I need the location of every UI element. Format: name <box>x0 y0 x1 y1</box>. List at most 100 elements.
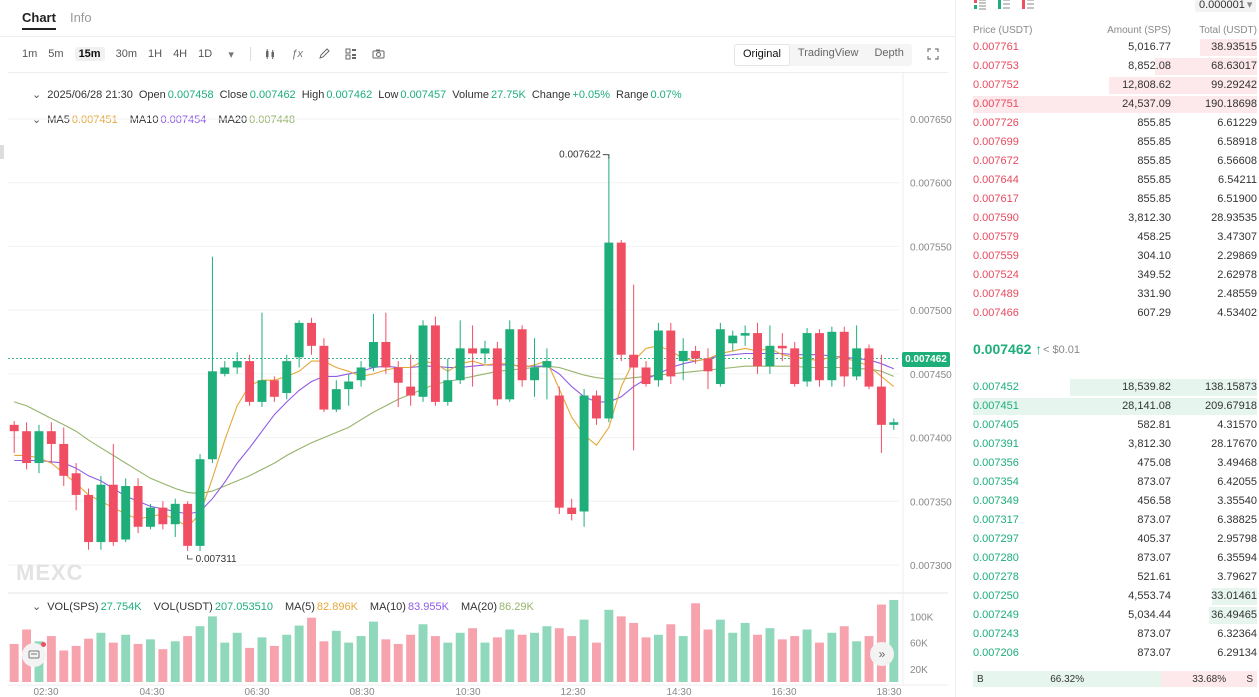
ma-collapse-icon[interactable]: ⌄ <box>32 114 42 126</box>
bid-row[interactable]: 0.007405 582.81 4.31570 <box>973 416 1257 435</box>
scroll-right-icon[interactable]: » <box>870 642 894 666</box>
timeframe-15m[interactable]: 15m <box>74 47 105 61</box>
ask-row[interactable]: 0.007559 304.10 2.29869 <box>973 247 1257 266</box>
volume-bar <box>790 636 800 682</box>
volume-axis-label: 100K <box>910 612 934 623</box>
mid-usd-value: < $0.01 <box>1043 344 1081 356</box>
layout-grid-icon[interactable] <box>343 46 359 62</box>
ask-row[interactable]: 0.007617 855.85 6.51900 <box>973 190 1257 209</box>
ask-price: 0.007644 <box>973 174 1019 186</box>
bid-row[interactable]: 0.007349 456.58 3.35540 <box>973 492 1257 511</box>
draw-pencil-icon[interactable] <box>316 46 332 62</box>
ohlc-collapse-icon[interactable]: ⌄ <box>32 89 42 101</box>
bid-row[interactable]: 0.007356 475.08 3.49468 <box>973 454 1257 473</box>
timeframe-1d[interactable]: 1D <box>198 48 213 60</box>
sell-percentage: 33.68% <box>1192 673 1227 685</box>
bid-row[interactable]: 0.007354 873.07 6.42055 <box>973 473 1257 492</box>
ohlc-change-label: Change <box>531 88 571 101</box>
bid-row[interactable]: 0.007451 28,141.08 209.67918 <box>973 397 1257 416</box>
bid-row[interactable]: 0.007280 873.07 6.35594 <box>973 549 1257 568</box>
indicator-icon[interactable]: ƒx <box>291 48 303 60</box>
mid-price: 0.007462 ↑ <box>973 341 1042 357</box>
tab-chart[interactable]: Chart <box>22 10 56 30</box>
bid-amount: 4,553.74 <box>1128 590 1171 602</box>
candle-body <box>158 507 168 525</box>
bid-amount: 582.81 <box>1137 419 1171 431</box>
precision-select[interactable]: 0.000001 ▾ <box>1195 0 1257 12</box>
volume-bar <box>839 626 849 682</box>
candle-body <box>319 345 329 410</box>
volume-bar <box>406 634 416 682</box>
timeframe-5m[interactable]: 5m <box>48 48 64 60</box>
bid-row[interactable]: 0.007250 4,553.74 33.01461 <box>973 587 1257 606</box>
vol-collapse-icon[interactable]: ⌄ <box>32 601 42 613</box>
chart-view-switch: Original TradingView Depth <box>734 44 912 66</box>
bid-price: 0.007317 <box>973 514 1019 526</box>
mode-bids-icon[interactable] <box>997 0 1011 13</box>
ask-total: 6.61229 <box>1217 117 1257 129</box>
left-scroll-handle[interactable] <box>0 145 4 159</box>
view-tradingview[interactable]: TradingView <box>797 47 859 59</box>
volume-bar <box>592 642 601 682</box>
bid-row[interactable]: 0.007317 873.07 6.38825 <box>973 511 1257 530</box>
vol-usdt-value: 207.053510 <box>214 600 273 613</box>
ask-row[interactable]: 0.007579 458.25 3.47307 <box>973 228 1257 247</box>
candle-body <box>393 367 403 383</box>
bid-row[interactable]: 0.007297 405.37 2.95798 <box>973 530 1257 549</box>
volume-bar <box>46 636 56 682</box>
ask-row[interactable]: 0.007489 331.90 2.48559 <box>973 285 1257 304</box>
candle-body <box>517 329 527 381</box>
candlestick-chart[interactable]: 0.007650 0.007600 0.007550 0.007500 0.007450… <box>0 0 956 697</box>
timeframe-1m[interactable]: 1m <box>22 48 38 60</box>
volume-bar <box>245 647 255 682</box>
mode-asks-icon[interactable] <box>1021 0 1035 13</box>
ask-row[interactable]: 0.007644 855.85 6.54211 <box>973 171 1257 190</box>
time-axis-label: 06:30 <box>244 687 269 697</box>
candle-body <box>740 333 750 336</box>
candle-type-icon[interactable] <box>262 46 278 62</box>
volume-bar <box>195 626 205 682</box>
timeframe-dropdown-icon[interactable]: ▾ <box>228 48 234 61</box>
bid-row[interactable]: 0.007243 873.07 6.32364 <box>973 625 1257 644</box>
bid-row[interactable]: 0.007278 521.61 3.79627 <box>973 568 1257 587</box>
candle-body <box>703 358 713 372</box>
ask-row[interactable]: 0.007699 855.85 6.58918 <box>973 133 1257 152</box>
ask-amount: 855.85 <box>1137 193 1171 205</box>
ask-total: 6.51900 <box>1217 193 1257 205</box>
tab-info[interactable]: Info <box>69 10 92 25</box>
timeframe-4h[interactable]: 4H <box>173 48 188 60</box>
ask-row[interactable]: 0.007672 855.85 6.56608 <box>973 152 1257 171</box>
bid-row[interactable]: 0.007452 18,539.82 138.15873 <box>973 378 1257 397</box>
chart-tabs: Chart Info <box>22 10 92 30</box>
bid-depth-bar <box>1208 607 1257 624</box>
volume-bar <box>307 617 316 682</box>
timeframe-30m[interactable]: 30m <box>115 48 137 60</box>
bid-row[interactable]: 0.007249 5,034.44 36.49465 <box>973 606 1257 625</box>
bid-row[interactable]: 0.007206 873.07 6.29134 <box>973 644 1257 663</box>
ask-amount: 855.85 <box>1137 136 1171 148</box>
ask-row[interactable]: 0.007590 3,812.30 28.93535 <box>973 209 1257 228</box>
ask-row[interactable]: 0.007751 24,537.09 190.18698 <box>973 95 1257 114</box>
ask-row[interactable]: 0.007761 5,016.77 38.93515 <box>973 38 1257 57</box>
view-depth[interactable]: Depth <box>874 47 904 59</box>
ask-price: 0.007761 <box>973 41 1019 53</box>
ask-row[interactable]: 0.007752 12,808.62 99.29242 <box>973 76 1257 95</box>
orderbook-mode-switch <box>973 0 1035 13</box>
time-axis-label: 02:30 <box>33 687 58 697</box>
chat-icon[interactable] <box>22 643 46 667</box>
bid-total: 6.38825 <box>1217 514 1257 526</box>
candle-body <box>369 342 378 368</box>
bid-row[interactable]: 0.007391 3,812.30 28.17670 <box>973 435 1257 454</box>
fullscreen-icon[interactable] <box>927 48 939 63</box>
view-original[interactable]: Original <box>734 44 790 66</box>
candle-body <box>629 354 639 368</box>
ask-row[interactable]: 0.007726 855.85 6.61229 <box>973 114 1257 133</box>
ask-row[interactable]: 0.007524 349.52 2.62978 <box>973 266 1257 285</box>
ask-row[interactable]: 0.007753 8,852.08 68.63017 <box>973 57 1257 76</box>
camera-icon[interactable] <box>370 46 386 62</box>
mode-both-icon[interactable] <box>973 0 987 13</box>
ask-row[interactable]: 0.007466 607.29 4.53402 <box>973 304 1257 323</box>
price-axis-label: 0.007550 <box>910 242 952 253</box>
ask-amount: 855.85 <box>1137 117 1171 129</box>
timeframe-1h[interactable]: 1H <box>148 48 163 60</box>
